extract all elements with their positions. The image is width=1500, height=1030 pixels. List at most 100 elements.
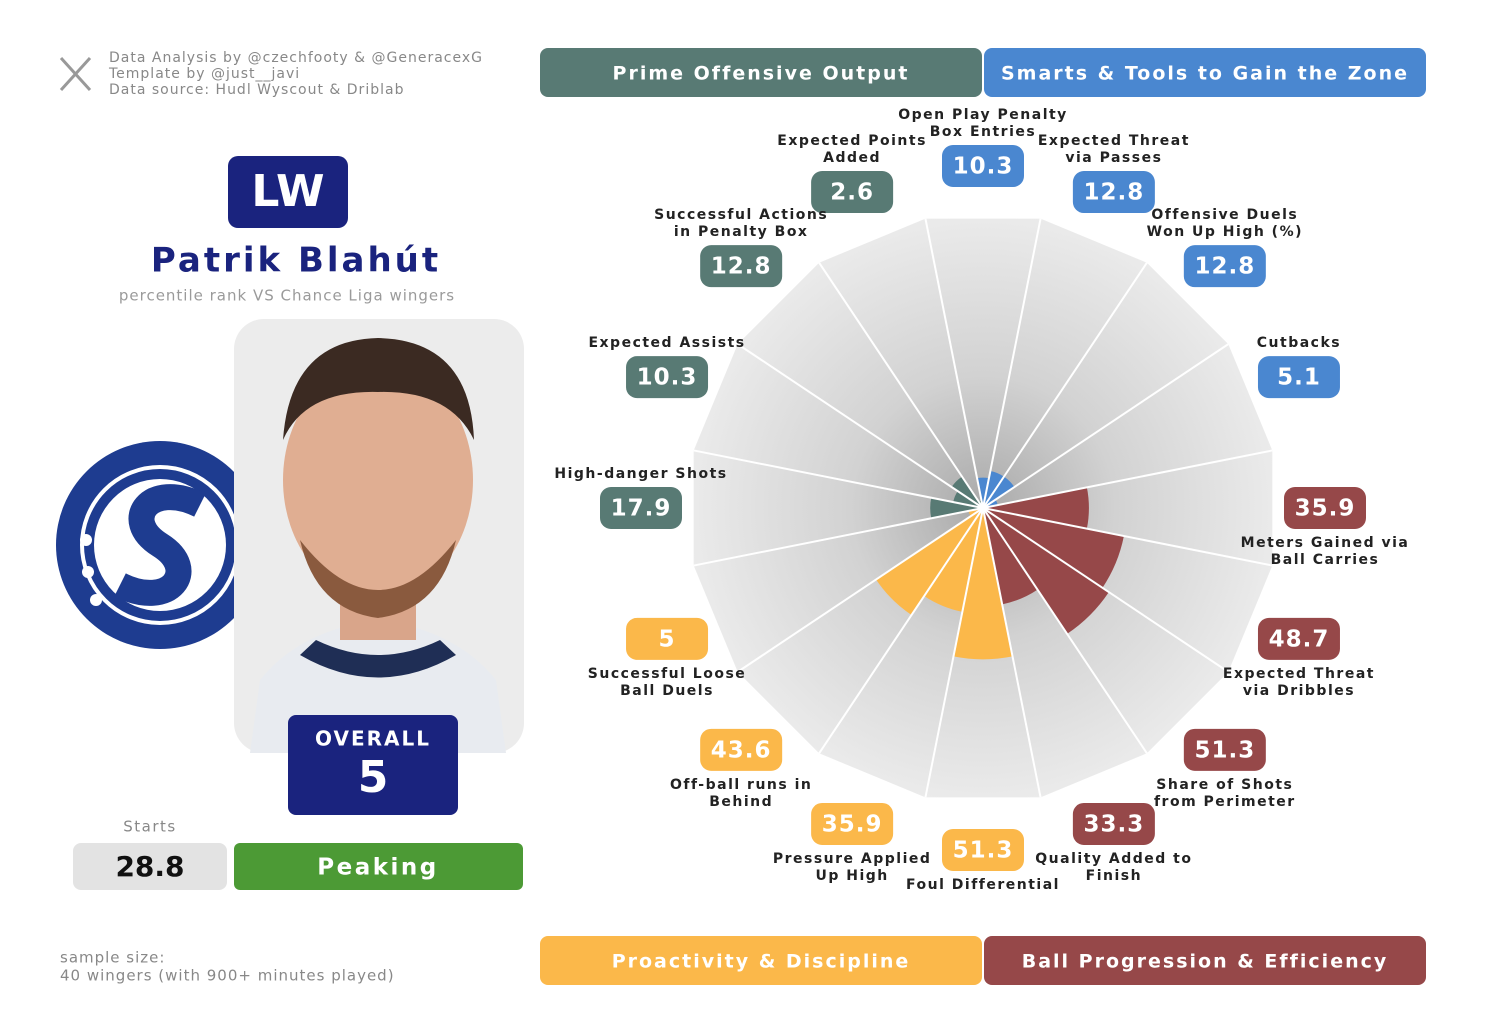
separator [693,449,984,509]
subtitle: percentile rank VS Chance Liga wingers [119,287,455,305]
value-label: 5.1 [1277,365,1321,391]
background-slice [693,450,983,566]
group-title: Smarts & Tools to Gain the Zone [1001,63,1409,85]
sample-size: sample size: [60,949,165,967]
metric-label: Meters Gained via Ball Carries [1240,535,1410,568]
background-slice [983,262,1229,508]
position: LW [251,166,324,217]
position-badge [228,156,348,228]
value-label: 51.3 [1194,737,1255,763]
background-slice [925,218,1041,508]
status-box [234,843,523,890]
value-label: 2.6 [830,180,874,206]
credit: Data source: Hudl Wyscout & Driblab [109,82,404,98]
status: Peaking [317,855,439,881]
background-slice [983,218,1147,508]
sample-size: 40 wingers (with 900+ minutes played) [60,967,395,985]
value-box [811,171,894,214]
starts-value: 28.8 [115,850,184,883]
pizza-chart: 10.3 12.8 12.8 5.1 35.9 48.7 51.3 33.3 51.3 35.9 4… [600,145,1366,871]
player-photo [234,319,524,753]
value-box [1183,245,1266,288]
slice [951,476,983,508]
value-box [1257,356,1340,399]
value-box [1072,171,1155,214]
group-header [984,936,1426,985]
metric-label: Foul Differential [906,877,1060,893]
separator [737,343,984,509]
overall-value: 5 [358,752,389,803]
value-label: 33.3 [1084,811,1145,837]
separator [982,507,1229,673]
value-label: 10.3 [953,154,1014,180]
separator [924,218,984,509]
slice [983,508,1109,634]
metric-label: Successful Actions in Penalty Box [654,207,829,241]
slice [876,508,983,615]
metric-label: Offensive Duels Won Up High (%) [1146,207,1304,241]
group-header [540,936,982,985]
starts-label: Starts [123,818,176,836]
value-box [942,145,1024,187]
slice [930,497,983,519]
separator [737,507,984,673]
metric-label: Expected Threat via Passes [1037,133,1190,167]
value-box [1257,617,1340,660]
value-box [1072,802,1155,845]
value-label: 51.3 [953,838,1014,864]
metric-label: High-danger Shots [554,466,728,482]
player-name: Patrik Blahút [151,241,441,281]
separator [982,218,1042,509]
metric-label: Open Play Penalty Box Entries [898,107,1068,140]
group-header [984,48,1426,97]
slice [983,508,1038,605]
value-box [626,356,709,399]
metric-label: Expected Points Added [777,133,927,167]
metric-label: Expected Threat via Dribbles [1222,665,1375,699]
value-label: 17.9 [611,496,672,522]
value-label: 10.3 [637,365,698,391]
slice [983,476,1015,508]
separator [982,507,1042,798]
background-slice [693,344,983,508]
value-label: 43.6 [711,737,772,763]
overall-box [288,715,458,815]
slice [983,508,1124,588]
metric-label: Successful Loose Ball Duels [587,665,747,699]
value-label: 12.8 [1084,180,1145,206]
metric-label: Expected Assists [588,335,746,352]
credit: Data Analysis by @czechfooty & @Generace… [109,50,483,66]
metric-label: Pressure Applied Up High [772,850,932,884]
slice [983,487,1089,529]
group-header [540,48,982,97]
value-box [600,487,682,529]
separator [924,507,984,798]
background-slice [737,262,983,508]
value-box [700,245,783,288]
slice [924,508,983,612]
separator [982,507,1273,567]
separator [982,262,1148,509]
separator [982,449,1273,509]
club-crest [56,441,264,649]
metric-label: Quality Added to Finish [1035,850,1193,884]
metric-label: Off-ball runs in Behind [669,776,813,810]
value-label: 48.7 [1269,626,1330,652]
group-title: Proactivity & Discipline [612,951,911,973]
separator [982,507,1148,754]
value-box [700,728,783,771]
metric-label: Share of Shots from Perimeter [1153,776,1296,810]
credit: Template by @just__javi [108,66,300,82]
separator [693,507,984,567]
value-box [811,802,894,845]
slice [953,508,1013,660]
background-slice [819,218,983,508]
x-logo [59,56,92,92]
background-slice [983,450,1273,566]
separator [982,343,1229,509]
value-label: 35.9 [822,811,883,837]
value-label: 5 [659,626,676,652]
overall-label: OVERALL [315,727,431,751]
